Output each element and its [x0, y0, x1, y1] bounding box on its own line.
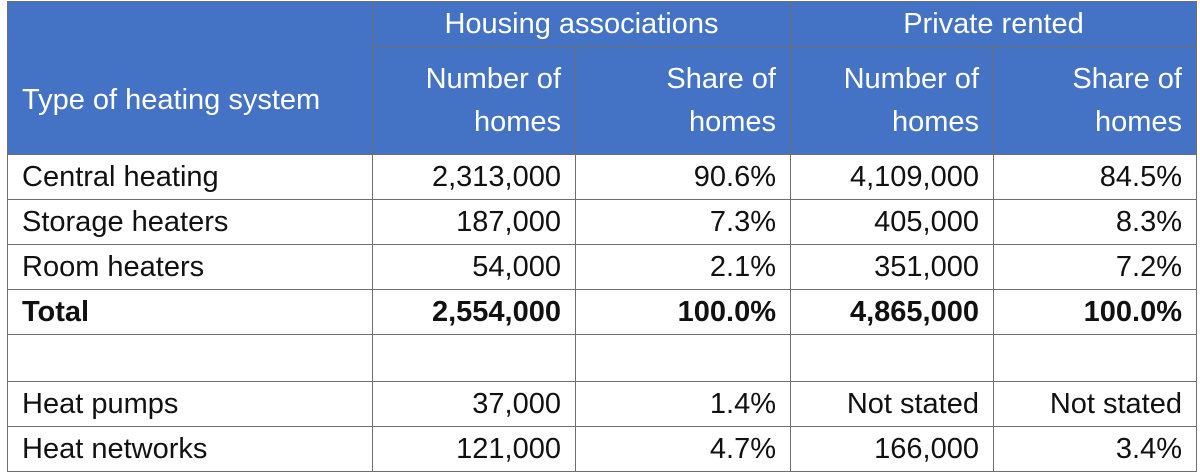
header-empty-cell: [7, 1, 373, 47]
header-housing-associations: Housing associations: [372, 1, 791, 47]
header-private-rented: Private rented: [790, 1, 1197, 47]
total-row: Total 2,554,000 100.0% 4,865,000 100.0%: [7, 289, 1197, 335]
table-row: Room heaters 54,000 2.1% 351,000 7.2%: [7, 244, 1197, 290]
ha-share-cell: 2.1%: [575, 244, 791, 290]
table-body: Central heating 2,313,000 90.6% 4,109,00…: [7, 154, 1197, 472]
header-pr-share-label: Share of homes: [1072, 62, 1182, 138]
pr-number-cell: 4,865,000: [790, 289, 994, 335]
pr-share-cell: 8.3%: [993, 199, 1197, 245]
pr-number-cell: 166,000: [790, 426, 994, 472]
pr-number-cell: Not stated: [790, 381, 994, 427]
header-group-row: Housing associations Private rented: [7, 1, 1197, 47]
pr-share-cell: Not stated: [993, 381, 1197, 427]
table-row: Storage heaters 187,000 7.3% 405,000 8.3…: [7, 199, 1197, 245]
table-header: Housing associations Private rented Type…: [7, 1, 1197, 155]
header-column-row: Type of heating system Number of homes S…: [7, 46, 1197, 155]
ha-number-cell: 187,000: [372, 199, 576, 245]
ha-number-cell: 2,554,000: [372, 289, 576, 335]
header-ha-number-label: Number of homes: [425, 62, 561, 138]
ha-number-cell: 121,000: [372, 426, 576, 472]
header-type-of-heating-system: Type of heating system: [7, 46, 373, 155]
pr-number-cell: [790, 334, 994, 382]
ha-number-cell: 37,000: [372, 381, 576, 427]
row-label: Heat networks: [7, 426, 373, 472]
ha-share-cell: 4.7%: [575, 426, 791, 472]
pr-share-cell: 3.4%: [993, 426, 1197, 472]
row-label: Heat pumps: [7, 381, 373, 427]
ha-number-cell: 2,313,000: [372, 154, 576, 200]
row-label: Total: [7, 289, 373, 335]
row-label: Central heating: [7, 154, 373, 200]
table-row: Heat networks 121,000 4.7% 166,000 3.4%: [7, 426, 1197, 472]
row-label: Room heaters: [7, 244, 373, 290]
header-pr-number-label: Number of homes: [843, 62, 979, 138]
header-ha-share-label: Share of homes: [666, 62, 776, 138]
heating-systems-table: Housing associations Private rented Type…: [7, 1, 1197, 472]
ha-share-cell: 100.0%: [575, 289, 791, 335]
ha-share-cell: 90.6%: [575, 154, 791, 200]
table-row: Central heating 2,313,000 90.6% 4,109,00…: [7, 154, 1197, 200]
pr-share-cell: 7.2%: [993, 244, 1197, 290]
ha-number-cell: 54,000: [372, 244, 576, 290]
header-ha-share-of-homes: Share of homes: [575, 46, 791, 155]
pr-share-cell: [993, 334, 1197, 382]
pr-number-cell: 405,000: [790, 199, 994, 245]
ha-number-cell: [372, 334, 576, 382]
ha-share-cell: [575, 334, 791, 382]
table-row: Heat pumps 37,000 1.4% Not stated Not st…: [7, 381, 1197, 427]
ha-share-cell: 1.4%: [575, 381, 791, 427]
header-pr-number-of-homes: Number of homes: [790, 46, 994, 155]
spacer-row: [7, 334, 1197, 382]
pr-number-cell: 4,109,000: [790, 154, 994, 200]
header-pr-share-of-homes: Share of homes: [993, 46, 1197, 155]
ha-share-cell: 7.3%: [575, 199, 791, 245]
row-label: [7, 334, 373, 382]
pr-share-cell: 84.5%: [993, 154, 1197, 200]
pr-share-cell: 100.0%: [993, 289, 1197, 335]
header-ha-number-of-homes: Number of homes: [372, 46, 576, 155]
pr-number-cell: 351,000: [790, 244, 994, 290]
row-label: Storage heaters: [7, 199, 373, 245]
